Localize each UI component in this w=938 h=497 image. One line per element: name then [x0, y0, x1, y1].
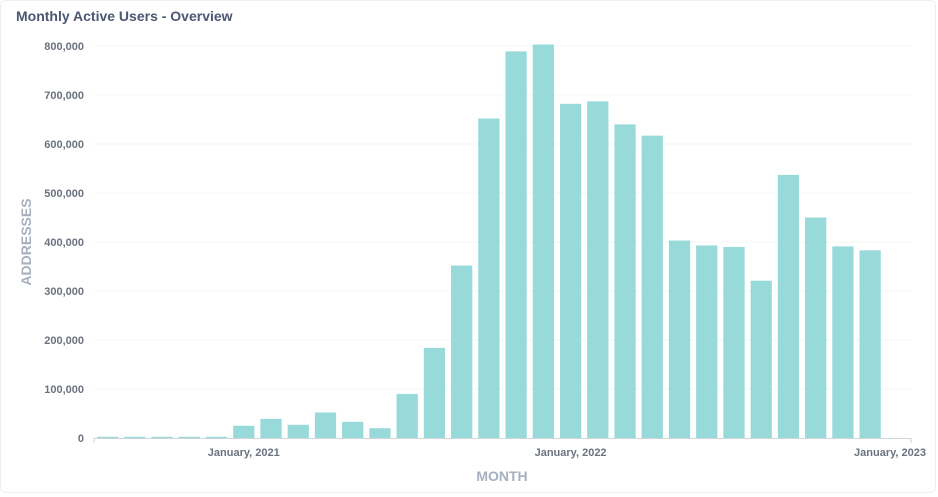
- bar-2021-08[interactable]: [423, 347, 446, 438]
- bar-2020-10[interactable]: [151, 436, 173, 438]
- bar-2022-07[interactable]: [723, 246, 745, 438]
- y-axis-title: ADDRESSES: [18, 198, 34, 285]
- bar-2022-06[interactable]: [696, 245, 718, 438]
- y-tick-label: 400,000: [44, 237, 84, 249]
- bar-2021-05[interactable]: [342, 421, 364, 438]
- gridlines: [94, 45, 911, 390]
- bar-2021-02[interactable]: [260, 418, 282, 438]
- x-axis-title: MONTH: [476, 468, 527, 484]
- y-tick-label: 700,000: [44, 90, 84, 102]
- bar-2022-11[interactable]: [832, 246, 854, 438]
- bar-2021-06[interactable]: [369, 428, 391, 438]
- bar-2022-05[interactable]: [668, 240, 691, 438]
- bar-2022-12[interactable]: [859, 250, 881, 438]
- bar-2022-09[interactable]: [777, 174, 800, 438]
- y-tick-label: 200,000: [44, 335, 84, 347]
- bar-2021-07[interactable]: [396, 393, 418, 438]
- bar-2022-01[interactable]: [559, 103, 582, 438]
- bar-2020-09[interactable]: [124, 436, 146, 438]
- bar-2022-10[interactable]: [805, 217, 827, 439]
- y-tick-label: 0: [78, 433, 84, 445]
- x-tick-label: January, 2023: [854, 447, 926, 459]
- bar-2021-03[interactable]: [287, 424, 309, 438]
- y-axis-ticks: 0 100,000 200,000 300,000 400,000 500,000 600,…: [44, 41, 84, 445]
- y-tick-label: 100,000: [44, 384, 84, 396]
- bar-2021-12[interactable]: [532, 44, 554, 438]
- bar-2020-11[interactable]: [178, 436, 200, 438]
- y-tick-label: 800,000: [44, 41, 84, 53]
- bar-2021-04[interactable]: [314, 412, 337, 438]
- x-axis-ticks: January, 2021 January, 2022 January, 2023: [93, 438, 926, 459]
- bar-2022-03[interactable]: [614, 124, 636, 439]
- bars: [97, 44, 881, 439]
- bar-2021-01[interactable]: [233, 425, 255, 438]
- x-tick-label: January, 2021: [208, 447, 280, 459]
- y-tick-label: 600,000: [44, 139, 84, 151]
- bar-2022-02[interactable]: [587, 101, 609, 439]
- bar-2022-08[interactable]: [750, 280, 772, 438]
- y-tick-label: 500,000: [44, 188, 84, 200]
- bar-2020-12[interactable]: [205, 436, 228, 438]
- bar-2020-08[interactable]: [97, 436, 119, 438]
- bar-2021-11[interactable]: [505, 51, 527, 438]
- chart-title: Monthly Active Users - Overview: [16, 8, 233, 24]
- y-tick-label: 300,000: [44, 286, 84, 298]
- bar-2022-04[interactable]: [641, 135, 663, 439]
- bar-2021-09[interactable]: [451, 265, 473, 438]
- x-tick-label: January, 2022: [535, 447, 607, 459]
- bar-2021-10[interactable]: [478, 118, 500, 439]
